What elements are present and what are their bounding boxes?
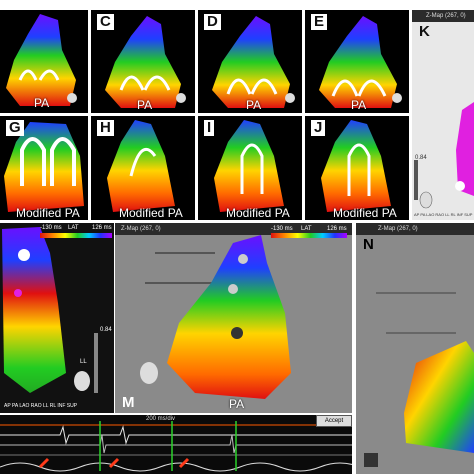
ecg-timebar: 200 ms/div <box>146 416 176 422</box>
panel-k-value: 0.84 <box>415 155 427 161</box>
panel-j: J Modified PA <box>305 116 409 220</box>
panel-g-letter: G <box>6 120 24 136</box>
panel-i-letter: I <box>204 120 215 136</box>
ecg-arrow-icons <box>38 457 190 469</box>
panel-d-map <box>212 16 295 108</box>
ecg-traces <box>0 421 352 472</box>
panel-d-letter: D <box>204 14 221 30</box>
panel-c-letter: C <box>97 14 114 30</box>
accept-button[interactable]: Accept <box>316 415 352 427</box>
panel-n-map <box>364 292 474 467</box>
panel-i-map <box>214 120 284 212</box>
panel-n-header: Z-Map (267, 0) <box>378 226 418 232</box>
panel-h-letter: H <box>97 120 114 136</box>
panel-l-views: AP PA LAO RAO LL RL INF SUP <box>4 403 78 409</box>
panel-n: Z-Map (267, 0) N <box>356 223 474 474</box>
panel-b-map <box>6 14 77 106</box>
panel-l-value: 0.84 <box>100 327 112 333</box>
panel-l-ll: LL <box>80 359 87 365</box>
panel-i-caption: Modified PA <box>226 206 290 220</box>
panel-l-map <box>2 227 98 393</box>
heart-orientation-icon <box>74 371 90 391</box>
panel-m-lat-min: -130 ms <box>271 226 293 232</box>
panel-l-lat-min: -130 ms <box>40 225 62 231</box>
panel-e-map <box>319 16 402 108</box>
panel-j-letter: J <box>311 120 326 136</box>
orientation-icon <box>392 93 402 103</box>
panel-j-caption: Modified PA <box>333 206 397 220</box>
panel-c-caption: PA <box>137 98 153 112</box>
panel-g-map <box>4 122 84 212</box>
panel-k-header: Z-Map (267, 0) <box>426 13 466 19</box>
panel-h-map <box>107 120 175 212</box>
panel-m-caption: PA <box>229 397 245 411</box>
panel-k-views: AP PA LAO RAO LL RL INF SUP <box>414 212 473 217</box>
panel-h: H Modified PA <box>91 116 195 220</box>
panel-i: I Modified PA <box>198 116 302 220</box>
panel-e-caption: PA <box>351 98 367 112</box>
panel-e-letter: E <box>311 14 328 30</box>
panel-k-map <box>414 102 474 209</box>
panel-b: PA <box>0 10 88 113</box>
panel-g: G Modified PA <box>0 116 88 220</box>
panel-m-letter: M <box>122 394 135 411</box>
panel-l-lat-title: LAT <box>68 225 79 231</box>
panel-d: D PA <box>198 10 302 113</box>
ecg-strip: 200 ms/div Accept <box>0 415 352 474</box>
panel-k-letter: K <box>419 23 430 40</box>
panel-l-lat-colorbar <box>40 233 112 238</box>
panel-m-header: Z-Map (267, 0) <box>121 226 161 232</box>
panel-b-caption: PA <box>34 96 50 110</box>
panel-l-lat-max: 126 ms <box>92 225 112 231</box>
heart-orientation-icon <box>419 191 433 209</box>
panel-m-map <box>140 235 291 399</box>
panel-g-caption: Modified PA <box>16 206 80 220</box>
panel-m-lat-colorbar <box>271 233 347 238</box>
orientation-icon <box>176 93 186 103</box>
panel-l: -130 ms LAT 126 ms LL 0.84 AP PA LAO RAO… <box>0 223 114 413</box>
panel-c: C PA <box>91 10 195 113</box>
panel-m-lat-title: LAT <box>301 226 312 232</box>
panel-d-caption: PA <box>246 98 262 112</box>
panel-k: Z-Map (267, 0) K 0.84 AP PA LAO RAO LL R… <box>412 10 474 220</box>
panel-n-letter: N <box>363 236 374 253</box>
panel-m: Z-Map (267, 0) -130 ms LAT 126 ms M PA <box>115 223 352 413</box>
panel-h-caption: Modified PA <box>119 206 183 220</box>
panel-e: E PA <box>305 10 409 113</box>
panel-m-lat-max: 126 ms <box>327 226 347 232</box>
orientation-icon <box>67 93 77 103</box>
heart-orientation-icon <box>140 362 158 384</box>
panel-j-map <box>321 120 391 212</box>
panel-c-map <box>105 16 186 108</box>
orientation-icon <box>285 93 295 103</box>
panel-n-corner-icon <box>364 453 378 467</box>
